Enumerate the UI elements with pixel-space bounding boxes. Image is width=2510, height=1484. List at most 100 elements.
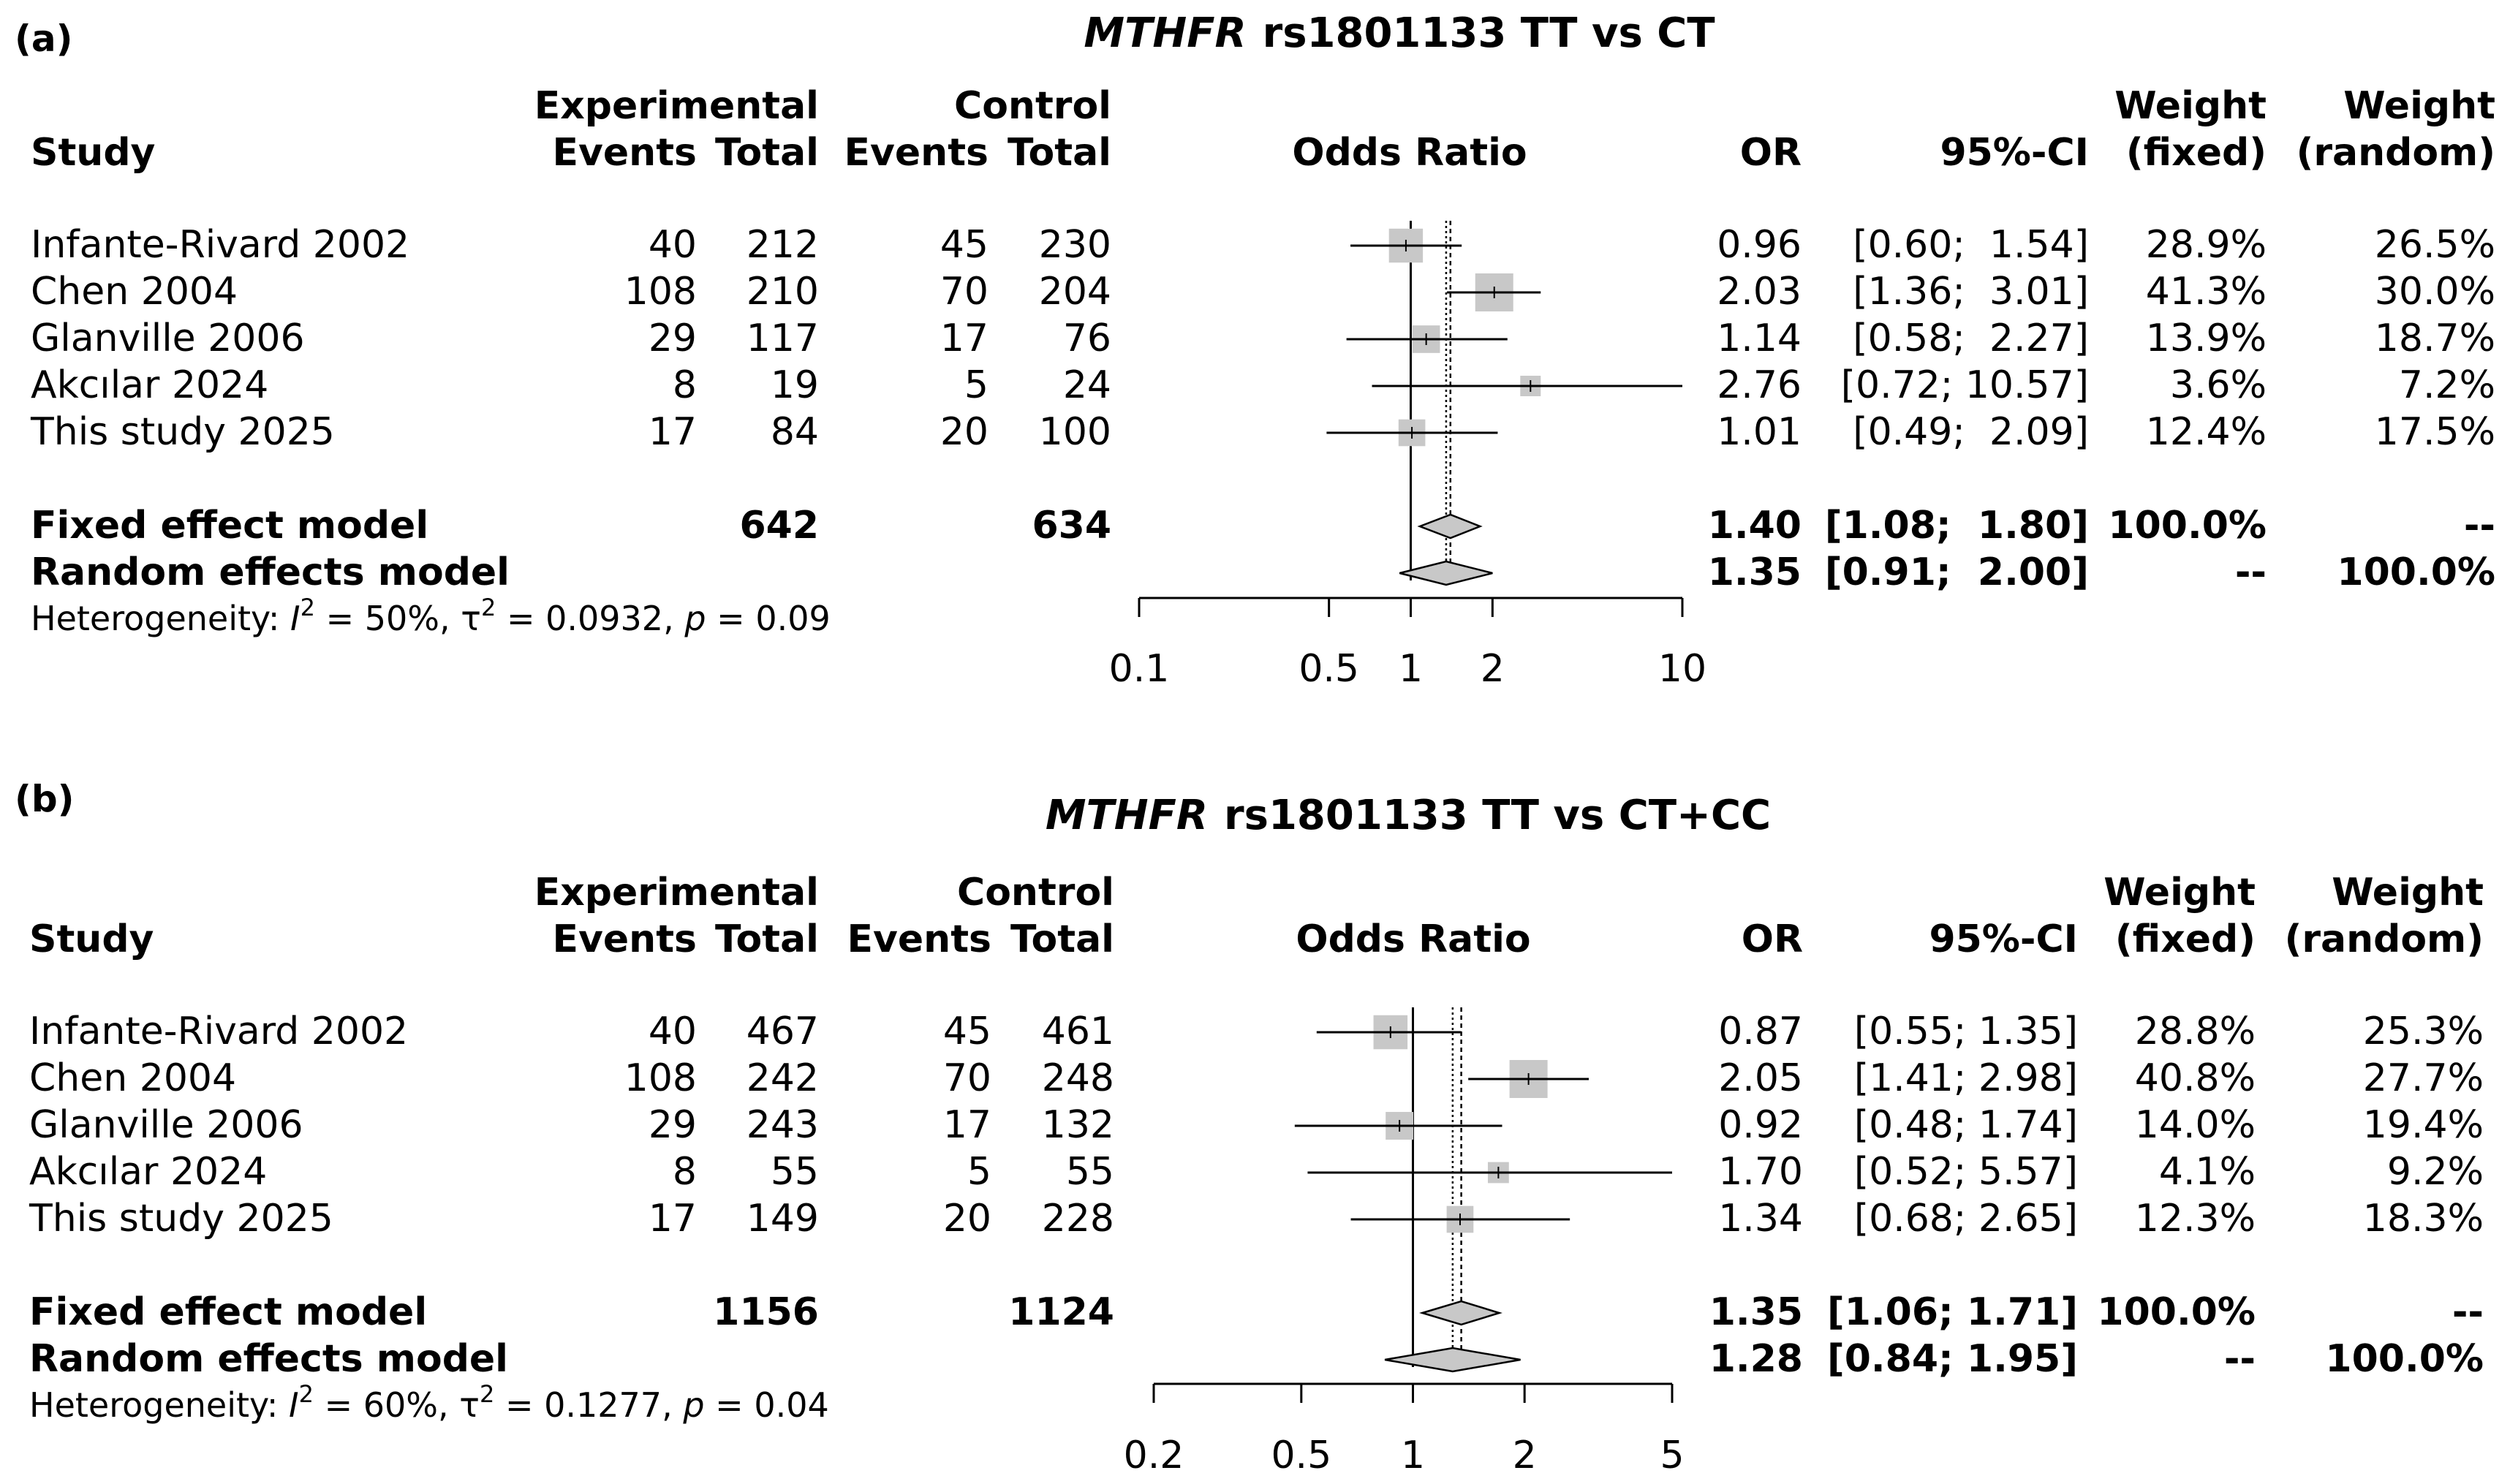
title-gene: MTHFR bbox=[1084, 10, 1246, 57]
header-ctl-events: Events bbox=[847, 917, 991, 961]
weight-fixed: 4.1% bbox=[2159, 1150, 2256, 1194]
random-or: 1.28 bbox=[1709, 1337, 1803, 1381]
study-name: Chen 2004 bbox=[29, 1056, 236, 1100]
header-experimental: Experimental bbox=[534, 871, 819, 915]
random-weight-fixed: -- bbox=[2235, 550, 2267, 594]
ctl-events: 70 bbox=[943, 1056, 991, 1100]
ctl-total: 230 bbox=[1039, 223, 1111, 267]
ci-value: [0.49; 2.09] bbox=[1853, 410, 2089, 454]
header-exp-events: Events bbox=[552, 917, 697, 961]
ctl-events: 45 bbox=[943, 1010, 991, 1053]
weight-random: 25.3% bbox=[2363, 1010, 2484, 1053]
fixed-ci: [1.08; 1.80] bbox=[1825, 504, 2089, 548]
study-row: Glanville 2006 29 243 17 132 0.92 [0.48;… bbox=[29, 1103, 2484, 1147]
header-odds-ratio: Odds Ratio bbox=[1292, 131, 1527, 175]
random-effects-row: Random effects model 1.28 [0.84; 1.95] -… bbox=[29, 1337, 2484, 1381]
forest-panel-a: (a) MTHFR rs1801133 TT vs CT Experimental… bbox=[15, 10, 2495, 691]
weight-fixed: 13.9% bbox=[2146, 317, 2267, 360]
ctl-events: 5 bbox=[964, 363, 988, 407]
header-exp-total: Total bbox=[715, 917, 819, 961]
random-label: Random effects model bbox=[31, 550, 510, 594]
forest-panel-b: (b) MTHFR rs1801133 TT vs CT+CC Experimen… bbox=[15, 778, 2484, 1477]
fixed-label: Fixed effect model bbox=[29, 1290, 427, 1334]
fixed-effect-row: Fixed effect model 642 634 1.40 [1.08; 1… bbox=[31, 504, 2495, 548]
exp-total: 117 bbox=[746, 317, 819, 360]
study-row: This study 2025 17 84 20 100 1.01 [0.49;… bbox=[30, 410, 2495, 454]
x-tick-label: 5 bbox=[1660, 1434, 1684, 1477]
header-control: Control bbox=[957, 871, 1114, 915]
header-odds-ratio: Odds Ratio bbox=[1296, 917, 1530, 961]
header-ci: 95%-CI bbox=[1940, 131, 2089, 175]
ctl-events: 70 bbox=[940, 270, 988, 314]
weight-random: 7.2% bbox=[2399, 363, 2495, 407]
exp-total: 210 bbox=[746, 270, 819, 314]
title-comparison: rs1801133 TT vs CT bbox=[1263, 10, 1715, 57]
study-row: Infante-Rivard 2002 40 212 45 230 0.96 [… bbox=[31, 223, 2495, 267]
ctl-total: 24 bbox=[1063, 363, 1111, 407]
header-or: OR bbox=[1742, 917, 1803, 961]
fixed-weight-fixed: 100.0% bbox=[2097, 1290, 2256, 1334]
weight-fixed: 41.3% bbox=[2146, 270, 2267, 314]
exp-events: 108 bbox=[624, 270, 697, 314]
header-random: (random) bbox=[2285, 917, 2484, 961]
ctl-total: 76 bbox=[1063, 317, 1111, 360]
or-value: 1.70 bbox=[1718, 1150, 1803, 1194]
heterogeneity-stats: Heterogeneity: I2 = 50%, τ2 = 0.0932, p … bbox=[31, 594, 831, 638]
study-name: This study 2025 bbox=[30, 410, 335, 454]
weight-random: 27.7% bbox=[2363, 1056, 2484, 1100]
weight-fixed: 28.9% bbox=[2146, 223, 2267, 267]
ctl-events: 17 bbox=[940, 317, 988, 360]
header-control: Control bbox=[954, 84, 1111, 128]
weight-random: 17.5% bbox=[2375, 410, 2495, 454]
exp-total: 467 bbox=[746, 1010, 819, 1053]
weight-random: 19.4% bbox=[2363, 1103, 2484, 1147]
ci-value: [0.52; 5.57] bbox=[1854, 1150, 2078, 1194]
or-value: 1.14 bbox=[1717, 317, 1802, 360]
weight-fixed: 40.8% bbox=[2135, 1056, 2256, 1100]
ci-value: [0.58; 2.27] bbox=[1853, 317, 2089, 360]
x-tick-label: 0.5 bbox=[1271, 1434, 1331, 1477]
ci-value: [0.60; 1.54] bbox=[1853, 223, 2089, 267]
exp-total: 242 bbox=[746, 1056, 819, 1100]
or-value: 2.03 bbox=[1717, 270, 1802, 314]
fixed-or: 1.40 bbox=[1708, 504, 1802, 548]
ctl-events: 17 bbox=[943, 1103, 991, 1147]
ci-value: [1.41; 2.98] bbox=[1854, 1056, 2078, 1100]
chart-title: MTHFR rs1801133 TT vs CT+CC bbox=[1046, 792, 1771, 839]
header-or: OR bbox=[1740, 131, 1802, 175]
or-value: 0.87 bbox=[1718, 1010, 1803, 1053]
x-tick-label: 1 bbox=[1401, 1434, 1425, 1477]
fixed-ctl-total: 1124 bbox=[1008, 1290, 1114, 1334]
study-name: Akcılar 2024 bbox=[29, 1150, 267, 1194]
or-value: 0.92 bbox=[1718, 1103, 1803, 1147]
header-ci: 95%-CI bbox=[1929, 917, 2078, 961]
header-ctl-events: Events bbox=[844, 131, 988, 175]
panel-label: (b) bbox=[15, 778, 75, 820]
study-row: Akcılar 2024 8 55 5 55 1.70 [0.52; 5.57]… bbox=[29, 1150, 2484, 1194]
ci-value: [0.48; 1.74] bbox=[1854, 1103, 2078, 1147]
study-name: Infante-Rivard 2002 bbox=[31, 223, 409, 267]
fixed-weight-random: -- bbox=[2464, 504, 2495, 548]
fixed-weight-fixed: 100.0% bbox=[2108, 504, 2267, 548]
weight-random: 18.3% bbox=[2363, 1197, 2484, 1241]
exp-events: 40 bbox=[649, 1010, 697, 1053]
ctl-events: 5 bbox=[967, 1150, 991, 1194]
x-tick-label: 0.5 bbox=[1299, 647, 1359, 691]
random-effects-row: Random effects model 1.35 [0.91; 2.00] -… bbox=[31, 550, 2495, 594]
header-ctl-total: Total bbox=[1008, 131, 1111, 175]
study-row: Chen 2004 108 242 70 248 2.05 [1.41; 2.9… bbox=[29, 1056, 2484, 1100]
random-weight-random: 100.0% bbox=[2337, 550, 2495, 594]
exp-events: 40 bbox=[649, 223, 697, 267]
header-random: (random) bbox=[2297, 131, 2495, 175]
header-exp-total: Total bbox=[715, 131, 819, 175]
fixed-exp-total: 642 bbox=[739, 504, 819, 548]
x-tick-label: 10 bbox=[1658, 647, 1706, 691]
weight-random: 26.5% bbox=[2375, 223, 2495, 267]
fixed-or: 1.35 bbox=[1709, 1290, 1803, 1334]
x-tick-label: 1 bbox=[1399, 647, 1423, 691]
exp-total: 212 bbox=[746, 223, 819, 267]
x-tick-label: 0.2 bbox=[1124, 1434, 1184, 1477]
exp-events: 8 bbox=[673, 1150, 697, 1194]
fixed-effect-row: Fixed effect model 1156 1124 1.35 [1.06;… bbox=[29, 1290, 2484, 1334]
exp-total: 84 bbox=[771, 410, 819, 454]
